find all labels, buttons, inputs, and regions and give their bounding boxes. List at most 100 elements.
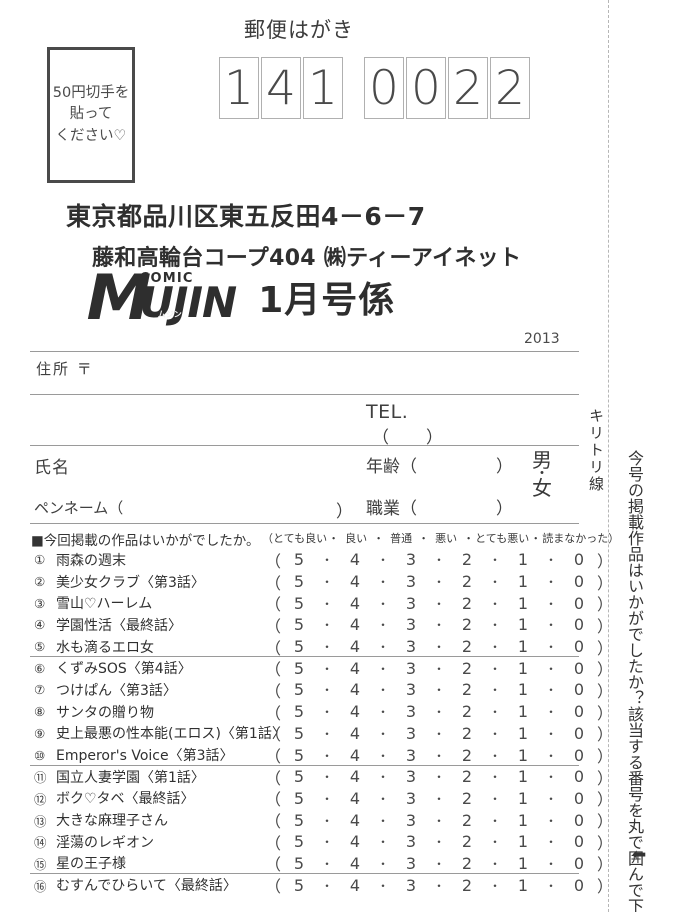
table-row[interactable]: ⑭ 淫蕩のレギオン （ 5 ・ 4 ・ 3 ・ 2 ・ 1 ・ 0 ）	[30, 831, 613, 853]
survey-row-scale[interactable]: （ 5 ・ 4 ・ 3 ・ 2 ・ 1 ・ 0 ）	[264, 788, 614, 810]
scale-value-0[interactable]: 0	[573, 615, 585, 635]
scale-value-2[interactable]: 2	[461, 658, 473, 678]
scale-value-2[interactable]: 2	[461, 593, 473, 613]
scale-value-0[interactable]: 0	[573, 680, 585, 700]
scale-value-5[interactable]: 5	[293, 745, 305, 765]
table-row[interactable]: ⑩ Emperor's Voice〈第3話〉 （ 5 ・ 4 ・ 3 ・ 2 ・ 1 ・ 0 ）	[30, 744, 613, 767]
scale-value-1[interactable]: 1	[517, 702, 529, 722]
table-row[interactable]: ④ 学園性活〈最終話〉 （ 5 ・ 4 ・ 3 ・ 2 ・ 1 ・ 0 ）	[30, 614, 613, 636]
scale-value-3[interactable]: 3	[405, 593, 417, 613]
table-row[interactable]: ⑤ 水も滴るエロ女 （ 5 ・ 4 ・ 3 ・ 2 ・ 1 ・ 0 ）	[30, 636, 613, 658]
scale-value-2[interactable]: 2	[461, 637, 473, 657]
scale-value-1[interactable]: 1	[517, 832, 529, 852]
scale-value-5[interactable]: 5	[293, 615, 305, 635]
scale-value-2[interactable]: 2	[461, 875, 473, 895]
scale-value-2[interactable]: 2	[461, 832, 473, 852]
survey-row-scale[interactable]: （ 5 ・ 4 ・ 3 ・ 2 ・ 1 ・ 0 ）	[264, 874, 614, 897]
scale-value-1[interactable]: 1	[517, 767, 529, 787]
table-row[interactable]: ② 美少女クラブ〈第3話〉 （ 5 ・ 4 ・ 3 ・ 2 ・ 1 ・ 0 ）	[30, 571, 613, 593]
scale-value-1[interactable]: 1	[517, 637, 529, 657]
scale-value-5[interactable]: 5	[293, 875, 305, 895]
scale-value-0[interactable]: 0	[573, 832, 585, 852]
scale-value-3[interactable]: 3	[405, 723, 417, 743]
scale-value-0[interactable]: 0	[573, 810, 585, 830]
scale-value-3[interactable]: 3	[405, 615, 417, 635]
gender-female-label[interactable]: 女	[532, 476, 552, 501]
scale-value-5[interactable]: 5	[293, 788, 305, 808]
scale-value-2[interactable]: 2	[461, 853, 473, 873]
scale-value-4[interactable]: 4	[349, 572, 361, 592]
survey-row-scale[interactable]: （ 5 ・ 4 ・ 3 ・ 2 ・ 1 ・ 0 ）	[264, 636, 614, 658]
scale-value-1[interactable]: 1	[517, 550, 529, 570]
scale-value-1[interactable]: 1	[517, 745, 529, 765]
scale-value-0[interactable]: 0	[573, 723, 585, 743]
table-row[interactable]: ⑦ つけぱん〈第3話〉 （ 5 ・ 4 ・ 3 ・ 2 ・ 1 ・ 0 ）	[30, 679, 613, 701]
scale-value-4[interactable]: 4	[349, 723, 361, 743]
scale-value-4[interactable]: 4	[349, 810, 361, 830]
scale-value-5[interactable]: 5	[293, 550, 305, 570]
scale-value-4[interactable]: 4	[349, 550, 361, 570]
scale-value-3[interactable]: 3	[405, 702, 417, 722]
scale-value-3[interactable]: 3	[405, 810, 417, 830]
table-row[interactable]: ⑥ くずみSOS〈第4話〉 （ 5 ・ 4 ・ 3 ・ 2 ・ 1 ・ 0 ）	[30, 657, 613, 680]
scale-value-0[interactable]: 0	[573, 593, 585, 613]
scale-value-3[interactable]: 3	[405, 572, 417, 592]
scale-value-5[interactable]: 5	[293, 680, 305, 700]
scale-value-1[interactable]: 1	[517, 810, 529, 830]
survey-row-scale[interactable]: （ 5 ・ 4 ・ 3 ・ 2 ・ 1 ・ 0 ）	[264, 744, 614, 767]
survey-row-scale[interactable]: （ 5 ・ 4 ・ 3 ・ 2 ・ 1 ・ 0 ）	[264, 701, 614, 723]
scale-value-1[interactable]: 1	[517, 853, 529, 873]
scale-value-5[interactable]: 5	[293, 637, 305, 657]
scale-value-0[interactable]: 0	[573, 702, 585, 722]
survey-row-scale[interactable]: （ 5 ・ 4 ・ 3 ・ 2 ・ 1 ・ 0 ）	[264, 614, 614, 636]
scale-value-0[interactable]: 0	[573, 875, 585, 895]
scale-value-5[interactable]: 5	[293, 702, 305, 722]
scale-value-1[interactable]: 1	[517, 875, 529, 895]
table-row[interactable]: ⑫ ボク♡タベ〈最終話〉 （ 5 ・ 4 ・ 3 ・ 2 ・ 1 ・ 0 ）	[30, 788, 613, 810]
scale-value-4[interactable]: 4	[349, 767, 361, 787]
scale-value-2[interactable]: 2	[461, 702, 473, 722]
scale-value-3[interactable]: 3	[405, 658, 417, 678]
scale-value-5[interactable]: 5	[293, 658, 305, 678]
scale-value-2[interactable]: 2	[461, 550, 473, 570]
table-row[interactable]: ⑯ むすんでひらいて〈最終話〉 （ 5 ・ 4 ・ 3 ・ 2 ・ 1 ・ 0 ）	[30, 874, 613, 897]
scale-value-5[interactable]: 5	[293, 832, 305, 852]
scale-value-4[interactable]: 4	[349, 702, 361, 722]
scale-value-4[interactable]: 4	[349, 853, 361, 873]
scale-value-3[interactable]: 3	[405, 745, 417, 765]
table-row[interactable]: ① 雨森の週末 （ 5 ・ 4 ・ 3 ・ 2 ・ 1 ・ 0 ）	[30, 549, 613, 571]
scale-value-4[interactable]: 4	[349, 615, 361, 635]
scale-value-1[interactable]: 1	[517, 723, 529, 743]
survey-row-scale[interactable]: （ 5 ・ 4 ・ 3 ・ 2 ・ 1 ・ 0 ）	[264, 657, 614, 680]
survey-row-scale[interactable]: （ 5 ・ 4 ・ 3 ・ 2 ・ 1 ・ 0 ）	[264, 766, 614, 788]
scale-value-1[interactable]: 1	[517, 615, 529, 635]
scale-value-5[interactable]: 5	[293, 593, 305, 613]
table-row[interactable]: ⑧ サンタの贈り物 （ 5 ・ 4 ・ 3 ・ 2 ・ 1 ・ 0 ）	[30, 701, 613, 723]
scale-value-4[interactable]: 4	[349, 788, 361, 808]
gender-male-label[interactable]: 男	[532, 448, 552, 472]
scale-value-0[interactable]: 0	[573, 658, 585, 678]
table-row[interactable]: ③ 雪山♡ハーレム （ 5 ・ 4 ・ 3 ・ 2 ・ 1 ・ 0 ）	[30, 592, 613, 615]
scale-value-2[interactable]: 2	[461, 572, 473, 592]
scale-value-2[interactable]: 2	[461, 810, 473, 830]
scale-value-2[interactable]: 2	[461, 745, 473, 765]
survey-row-scale[interactable]: （ 5 ・ 4 ・ 3 ・ 2 ・ 1 ・ 0 ）	[264, 723, 614, 745]
scale-value-4[interactable]: 4	[349, 875, 361, 895]
scale-value-0[interactable]: 0	[573, 572, 585, 592]
scale-value-2[interactable]: 2	[461, 615, 473, 635]
scale-value-2[interactable]: 2	[461, 767, 473, 787]
scale-value-1[interactable]: 1	[517, 658, 529, 678]
scale-value-4[interactable]: 4	[349, 745, 361, 765]
survey-row-scale[interactable]: （ 5 ・ 4 ・ 3 ・ 2 ・ 1 ・ 0 ）	[264, 853, 614, 875]
scale-value-3[interactable]: 3	[405, 832, 417, 852]
scale-value-2[interactable]: 2	[461, 788, 473, 808]
scale-value-1[interactable]: 1	[517, 572, 529, 592]
scale-value-2[interactable]: 2	[461, 680, 473, 700]
scale-value-4[interactable]: 4	[349, 832, 361, 852]
survey-row-scale[interactable]: （ 5 ・ 4 ・ 3 ・ 2 ・ 1 ・ 0 ）	[264, 809, 614, 832]
scale-value-0[interactable]: 0	[573, 853, 585, 873]
scale-value-5[interactable]: 5	[293, 810, 305, 830]
survey-row-scale[interactable]: （ 5 ・ 4 ・ 3 ・ 2 ・ 1 ・ 0 ）	[264, 679, 614, 701]
scale-value-3[interactable]: 3	[405, 680, 417, 700]
scale-value-3[interactable]: 3	[405, 637, 417, 657]
